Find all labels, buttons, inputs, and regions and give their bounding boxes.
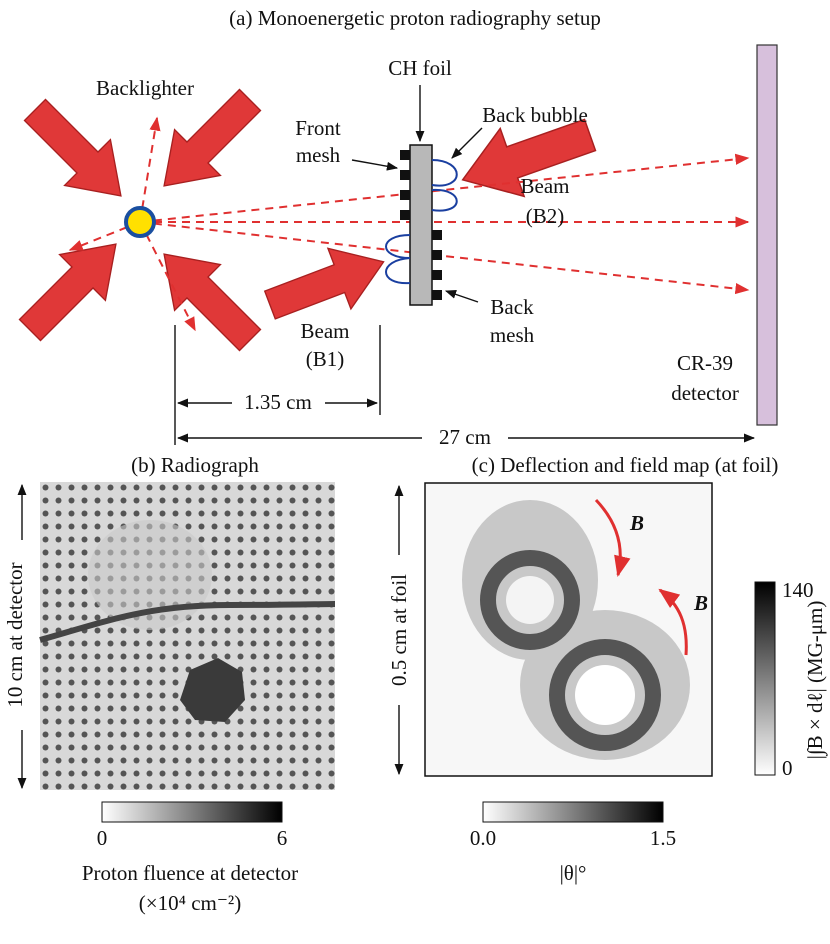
field-label: B: [693, 591, 708, 615]
panel-b: (b) Radiograph 10 cm at detector 0 6 Pro…: [3, 453, 335, 915]
field-map-image: [425, 483, 712, 776]
label: (B1): [306, 347, 345, 371]
colorbar-max: 140: [782, 578, 814, 602]
scale-label: 10 cm at detector: [3, 562, 27, 707]
figure: (a) Monoenergetic proton radiography set…: [0, 0, 830, 944]
back-mesh: [432, 230, 442, 300]
label: CR-39: [677, 351, 733, 375]
panel-a: (a) Monoenergetic proton radiography set…: [7, 6, 777, 449]
colorbar-units: (×10⁴ cm⁻²): [139, 891, 241, 915]
panel-c: (c) Deflection and field map (at foil) B…: [387, 453, 828, 885]
label: Beam: [301, 319, 350, 343]
colorbar-label: Proton fluence at detector: [82, 861, 298, 885]
colorbar: [102, 802, 282, 822]
colorbar-min: 0: [782, 756, 793, 780]
front-mesh: [400, 150, 410, 220]
label: mesh: [296, 143, 341, 167]
colorbar-min: 0.0: [470, 826, 496, 850]
dimension-label: 27 cm: [439, 425, 491, 449]
colorbar-min: 0: [97, 826, 108, 850]
label: Back: [490, 295, 534, 319]
label: Front: [295, 116, 341, 140]
field-label: B: [629, 511, 644, 535]
label: CH foil: [388, 56, 452, 80]
radiograph-image: [40, 482, 335, 790]
ch-foil: [410, 145, 432, 305]
cr39-detector: [757, 45, 777, 425]
label: Beam: [521, 174, 570, 198]
colorbar-max: 1.5: [650, 826, 676, 850]
backlighter-capsule: [126, 208, 154, 236]
label: (B2): [526, 204, 565, 228]
colorbar-label: |θ|°: [560, 861, 587, 885]
angle-colorbar: [483, 802, 663, 822]
label: Backlighter: [96, 76, 194, 100]
colorbar-max: 6: [277, 826, 288, 850]
colorbar-label: |∫B × dℓ| (MG-μm): [803, 601, 828, 760]
dimension-label: 1.35 cm: [244, 390, 312, 414]
label: detector: [671, 381, 739, 405]
panel-title: (a) Monoenergetic proton radiography set…: [229, 6, 601, 30]
field-colorbar: [755, 582, 775, 775]
label: Back bubble: [482, 103, 588, 127]
panel-title: (c) Deflection and field map (at foil): [472, 453, 779, 477]
scale-label: 0.5 cm at foil: [387, 574, 411, 686]
panel-title: (b) Radiograph: [131, 453, 259, 477]
label: mesh: [490, 323, 535, 347]
